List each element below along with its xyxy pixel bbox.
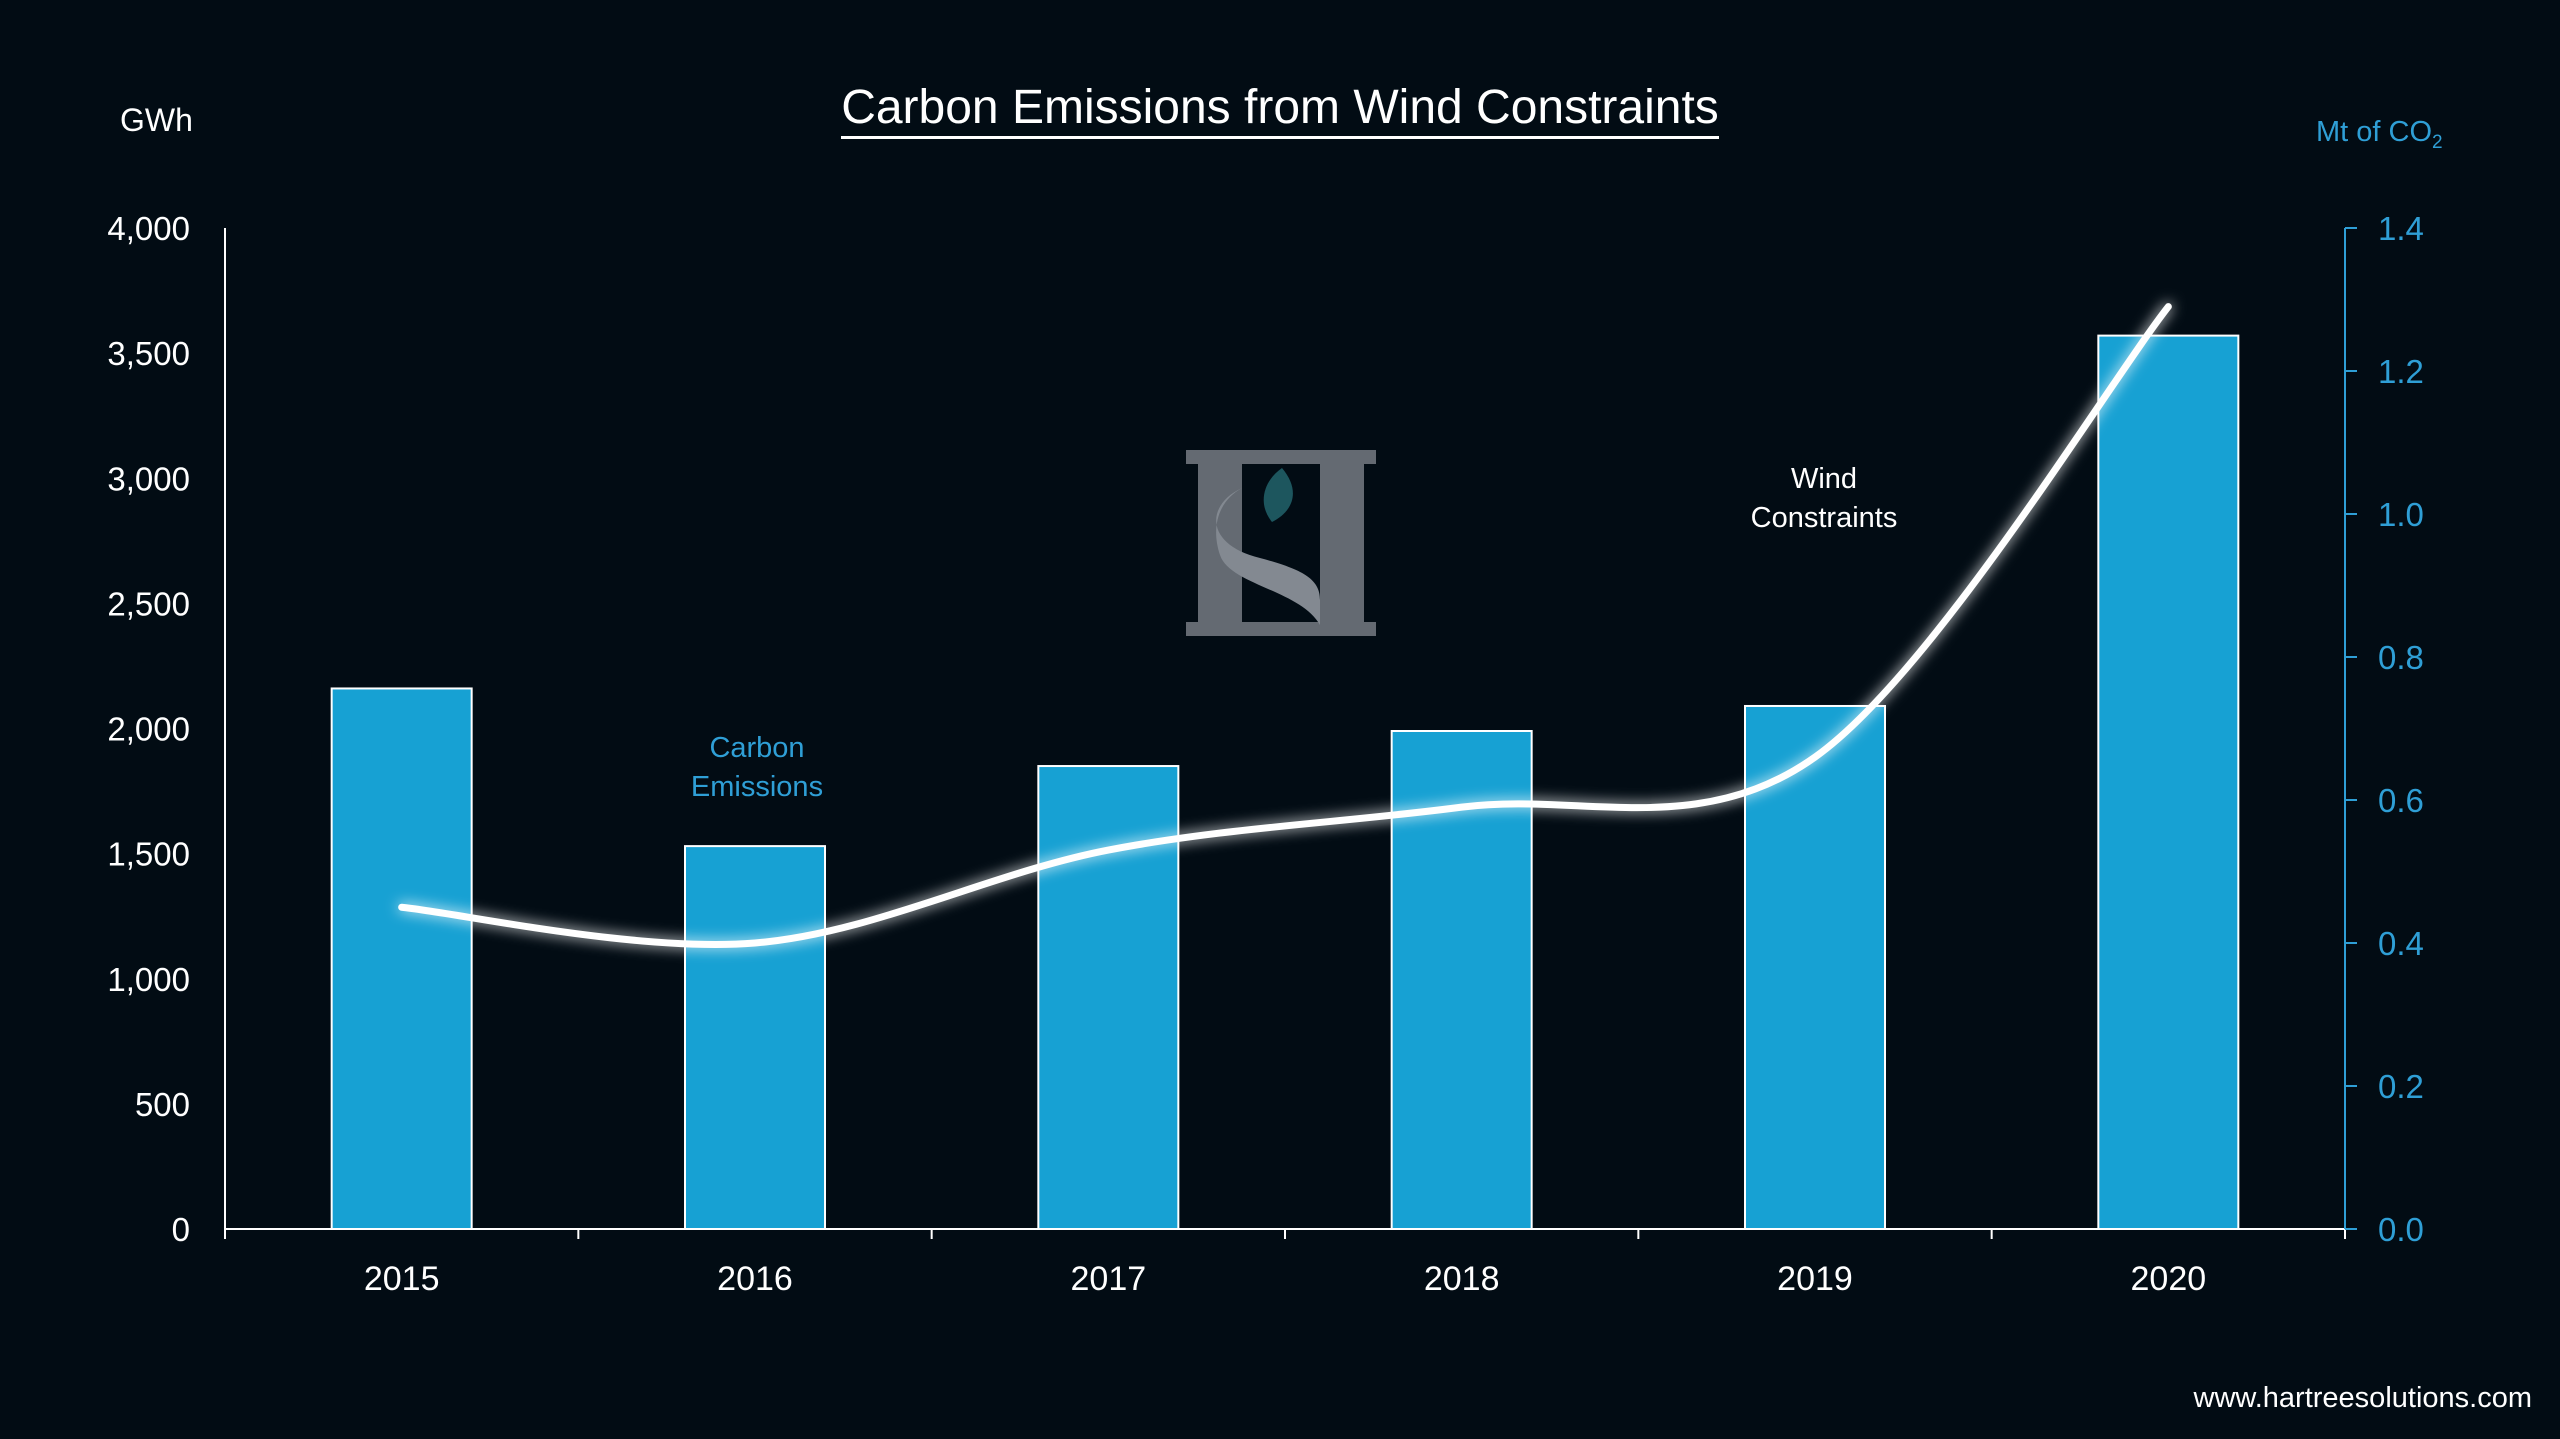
line-point-2020 [2165, 304, 2171, 310]
line-point-2019 [1812, 754, 1818, 760]
left-y-tick-label: 1,000 [107, 961, 190, 998]
left-y-tick-label: 1,500 [107, 836, 190, 873]
carbon-emissions-label-line2: Emissions [691, 771, 823, 803]
line-point-2017 [1105, 847, 1111, 853]
bar-2016 [685, 846, 825, 1229]
right-y-tick-label: 1.4 [2378, 210, 2424, 247]
left-y-tick-labels: 0 500 1,000 1,500 2,000 2,500 3,000 3,500 4,000 [107, 210, 190, 1248]
left-y-tick-label: 500 [135, 1086, 190, 1123]
line-point-2015 [399, 904, 405, 910]
line-point-2018 [1459, 804, 1465, 810]
x-tick-label: 2017 [1071, 1260, 1147, 1298]
right-y-tick-label: 1.0 [2378, 496, 2424, 533]
right-y-tick-label: 0.4 [2378, 925, 2424, 962]
right-y-tick-label: 0.8 [2378, 639, 2424, 676]
x-tick-label: 2015 [364, 1260, 440, 1298]
x-tick-labels: 2015 2016 2017 2018 2019 2020 [364, 1260, 2206, 1298]
right-y-tick-label: 0.2 [2378, 1068, 2424, 1105]
bar-2017 [1038, 766, 1178, 1229]
right-y-tick-label: 1.2 [2378, 353, 2424, 390]
bar-series [332, 336, 2239, 1229]
right-y-tick-label: 0.6 [2378, 782, 2424, 819]
hartree-logo-icon [1186, 450, 1376, 636]
x-tick-label: 2019 [1777, 1260, 1853, 1298]
left-y-tick-label: 3,500 [107, 335, 190, 372]
wind-constraints-label-line1: Wind [1791, 463, 1857, 495]
left-y-tick-label: 3,000 [107, 460, 190, 497]
left-y-tick-label: 2,000 [107, 711, 190, 748]
wind-constraints-label-line2: Constraints [1751, 502, 1898, 534]
line-point-2016 [752, 940, 758, 946]
right-y-tick-label: 0.0 [2378, 1211, 2424, 1248]
bar-2020 [2098, 336, 2238, 1229]
left-y-tick-label: 2,500 [107, 585, 190, 622]
left-y-tick-label: 4,000 [107, 210, 190, 247]
carbon-emissions-label-line1: Carbon [709, 732, 804, 764]
bar-2015 [332, 688, 472, 1229]
x-tick-label: 2016 [717, 1260, 793, 1298]
x-tick-label: 2018 [1424, 1260, 1500, 1298]
x-tick-label: 2020 [2131, 1260, 2207, 1298]
right-y-tick-labels: 0.0 0.2 0.4 0.6 0.8 1.0 1.2 1.4 [2378, 210, 2424, 1248]
chart-axes [225, 228, 2357, 1239]
left-y-tick-label: 0 [172, 1211, 190, 1248]
